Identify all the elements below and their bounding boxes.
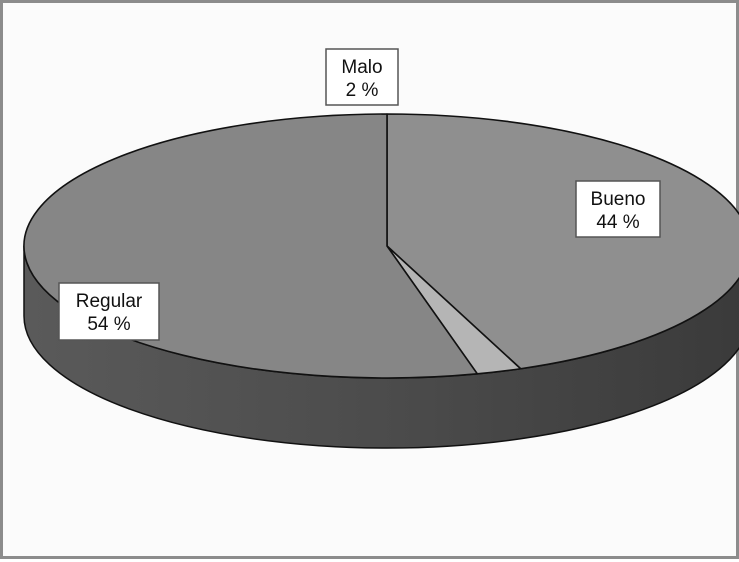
slice-label-bueno-value: 44 %: [596, 212, 639, 233]
slice-label-malo-name: Malo: [341, 57, 382, 78]
slice-label-malo-value: 2 %: [346, 80, 379, 101]
slice-bueno: [386, 113, 739, 370]
slice-label-bueno: Bueno 44 %: [575, 180, 661, 238]
slice-label-malo: Malo 2 %: [325, 48, 399, 106]
slice-label-regular: Regular 54 %: [58, 282, 160, 341]
pie-chart: Bueno 44 % Malo 2 % Regular 54 %: [23, 48, 739, 449]
slice-label-regular-name: Regular: [76, 291, 143, 312]
slice-label-regular-value: 54 %: [87, 314, 130, 335]
slice-label-regular-box: [58, 282, 160, 341]
slice-label-bueno-box: [575, 180, 661, 238]
slice-label-bueno-name: Bueno: [591, 189, 646, 210]
slice-label-malo-box: [325, 48, 399, 106]
